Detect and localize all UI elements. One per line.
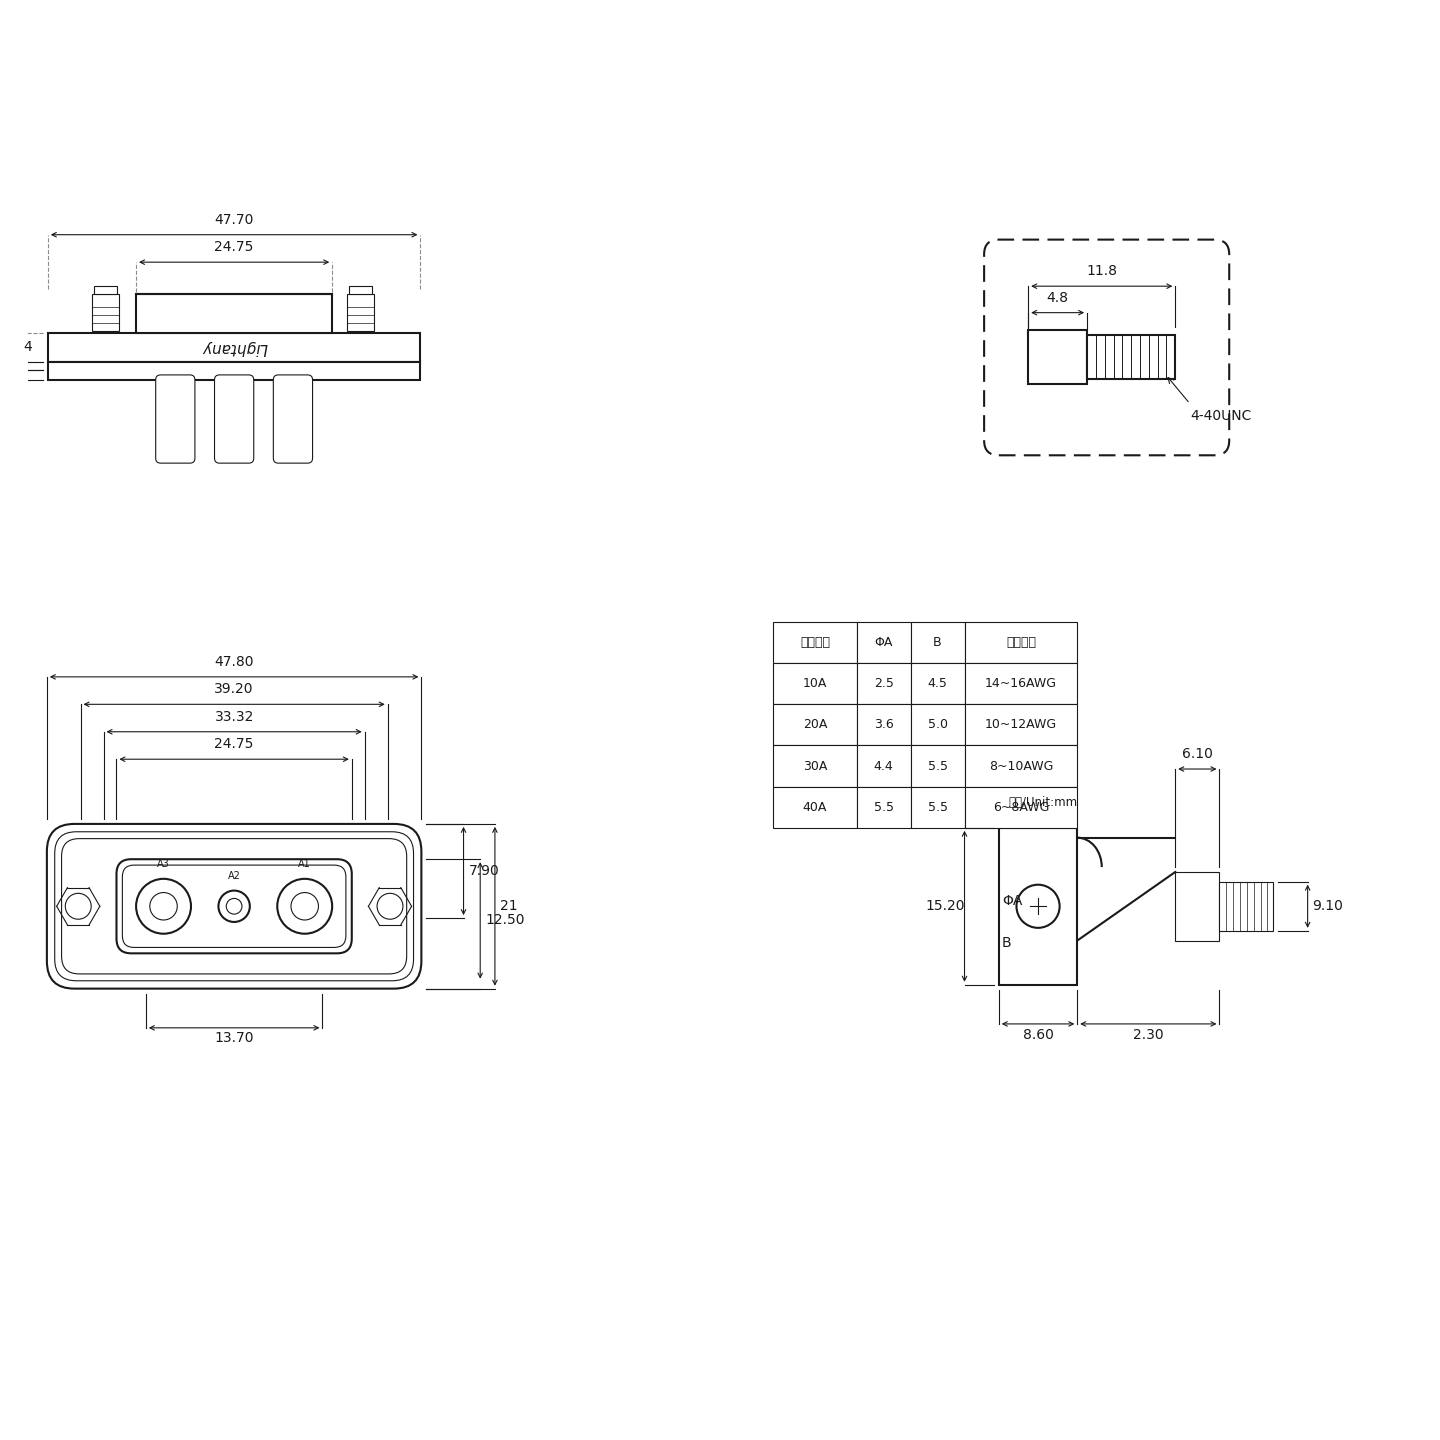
FancyBboxPatch shape bbox=[215, 374, 253, 464]
Bar bbox=[857, 704, 910, 746]
Text: 2.30: 2.30 bbox=[1133, 1028, 1164, 1041]
Text: 14~16AWG: 14~16AWG bbox=[985, 677, 1057, 690]
Bar bbox=[910, 664, 965, 704]
Text: 5.5: 5.5 bbox=[927, 759, 948, 773]
Text: ΦA: ΦA bbox=[1002, 894, 1022, 909]
Bar bbox=[347, 294, 374, 331]
Bar bbox=[999, 828, 1077, 985]
Text: 8.60: 8.60 bbox=[1022, 1028, 1054, 1041]
Bar bbox=[857, 786, 910, 828]
Bar bbox=[1028, 330, 1087, 384]
Text: A2: A2 bbox=[228, 871, 240, 881]
Text: 4.5: 4.5 bbox=[927, 677, 948, 690]
Text: 4.8: 4.8 bbox=[1047, 291, 1068, 305]
Text: 6~8AWG: 6~8AWG bbox=[992, 801, 1050, 814]
Text: 3.6: 3.6 bbox=[874, 719, 893, 732]
Text: 5.0: 5.0 bbox=[927, 719, 948, 732]
Text: 9.10: 9.10 bbox=[1312, 899, 1344, 913]
Text: B: B bbox=[1002, 936, 1011, 950]
FancyBboxPatch shape bbox=[48, 824, 422, 989]
Text: 10A: 10A bbox=[804, 677, 827, 690]
Text: B: B bbox=[933, 636, 942, 649]
Text: A3: A3 bbox=[157, 860, 170, 868]
Bar bbox=[857, 622, 910, 664]
FancyBboxPatch shape bbox=[48, 333, 420, 363]
Bar bbox=[857, 664, 910, 704]
FancyBboxPatch shape bbox=[156, 374, 194, 464]
Text: 4: 4 bbox=[23, 340, 32, 354]
Text: 4-40UNC: 4-40UNC bbox=[1189, 409, 1251, 423]
Text: 47.80: 47.80 bbox=[215, 655, 253, 670]
Text: A1: A1 bbox=[298, 860, 311, 868]
Text: 6.10: 6.10 bbox=[1182, 747, 1212, 762]
FancyBboxPatch shape bbox=[117, 860, 351, 953]
Text: 11.8: 11.8 bbox=[1086, 265, 1117, 278]
Text: 8~10AWG: 8~10AWG bbox=[989, 759, 1053, 773]
Text: ΦA: ΦA bbox=[874, 636, 893, 649]
Text: 40A: 40A bbox=[804, 801, 827, 814]
Bar bbox=[94, 285, 118, 294]
Bar bbox=[773, 622, 857, 664]
Text: 33.32: 33.32 bbox=[215, 710, 253, 724]
Text: 21: 21 bbox=[500, 899, 517, 913]
Text: 24.75: 24.75 bbox=[215, 240, 253, 255]
Text: 39.20: 39.20 bbox=[215, 683, 253, 697]
Bar bbox=[910, 786, 965, 828]
Text: Lightany: Lightany bbox=[202, 340, 268, 354]
Bar bbox=[857, 746, 910, 786]
Text: 47.70: 47.70 bbox=[215, 213, 253, 228]
Bar bbox=[965, 704, 1077, 746]
Text: 7.90: 7.90 bbox=[468, 864, 500, 878]
FancyBboxPatch shape bbox=[984, 239, 1230, 455]
Bar bbox=[965, 622, 1077, 664]
Text: 12.50: 12.50 bbox=[485, 913, 524, 927]
Bar bbox=[348, 285, 373, 294]
Text: 4.4: 4.4 bbox=[874, 759, 893, 773]
Bar bbox=[773, 746, 857, 786]
FancyBboxPatch shape bbox=[55, 832, 413, 981]
FancyBboxPatch shape bbox=[62, 838, 406, 973]
Bar bbox=[1220, 881, 1273, 930]
Text: 24.75: 24.75 bbox=[215, 737, 253, 752]
Bar bbox=[910, 746, 965, 786]
Bar bbox=[965, 664, 1077, 704]
Text: 2.5: 2.5 bbox=[874, 677, 894, 690]
Text: 20A: 20A bbox=[804, 719, 827, 732]
Bar bbox=[1175, 873, 1220, 940]
FancyBboxPatch shape bbox=[122, 865, 346, 948]
Bar bbox=[1087, 336, 1175, 379]
Bar bbox=[773, 786, 857, 828]
Text: 10~12AWG: 10~12AWG bbox=[985, 719, 1057, 732]
Text: 30A: 30A bbox=[804, 759, 827, 773]
Text: 5.5: 5.5 bbox=[927, 801, 948, 814]
Bar bbox=[137, 294, 333, 333]
Bar bbox=[910, 704, 965, 746]
Bar bbox=[910, 622, 965, 664]
Text: 5.5: 5.5 bbox=[874, 801, 894, 814]
Text: 额定电流: 额定电流 bbox=[801, 636, 829, 649]
Text: 13.70: 13.70 bbox=[215, 1031, 253, 1045]
FancyBboxPatch shape bbox=[274, 374, 312, 464]
Bar bbox=[48, 363, 420, 380]
Text: 线材规格: 线材规格 bbox=[1007, 636, 1035, 649]
Bar bbox=[773, 664, 857, 704]
Bar bbox=[92, 294, 120, 331]
Text: 单位/Unit:mm: 单位/Unit:mm bbox=[1008, 796, 1077, 809]
Bar bbox=[965, 786, 1077, 828]
Bar bbox=[773, 704, 857, 746]
Text: 15.20: 15.20 bbox=[926, 899, 965, 913]
Bar bbox=[965, 746, 1077, 786]
